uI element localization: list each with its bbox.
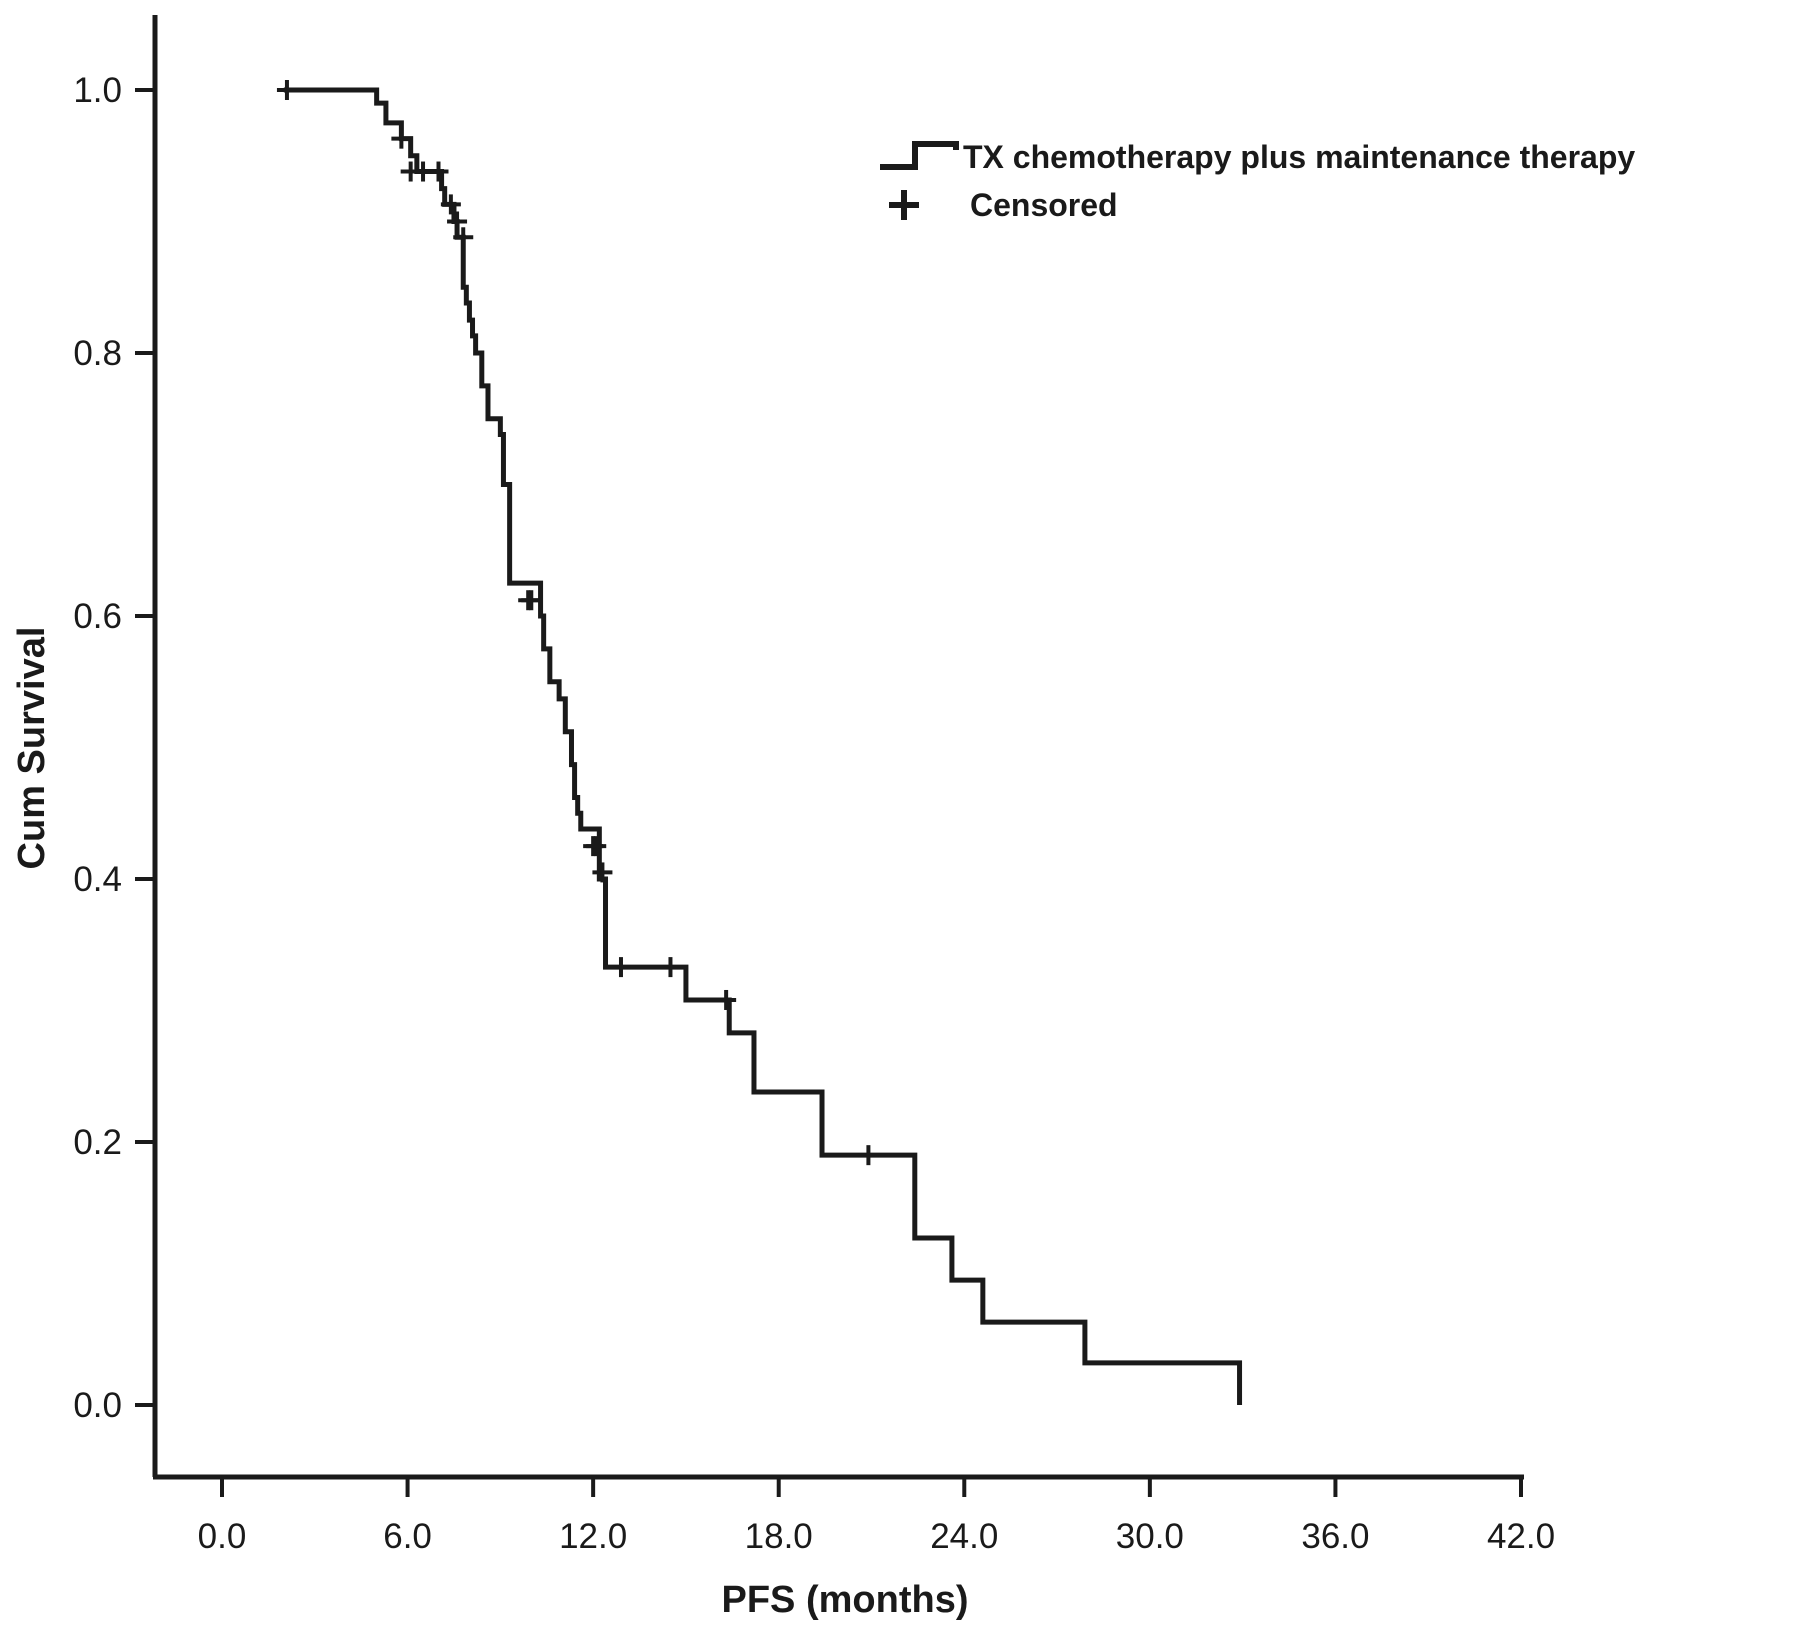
censor-mark <box>428 161 449 182</box>
y-tick-label: 0.2 <box>73 1123 122 1162</box>
censor-mark <box>716 989 737 1010</box>
x-tick-label: 30.0 <box>1116 1517 1184 1556</box>
censor-mark <box>858 1145 879 1166</box>
censor-mark <box>440 194 461 215</box>
censor-mark <box>586 836 607 857</box>
legend-censored-label: Censored <box>970 187 1118 223</box>
x-axis-ticks: 0.0 6.0 12.0 18.0 24.0 30.0 36.0 42.0 <box>198 1477 1555 1556</box>
y-tick-label: 0.4 <box>73 860 122 899</box>
censor-mark <box>660 957 681 978</box>
axes <box>152 15 1524 1480</box>
censor-mark <box>453 227 474 248</box>
censor-mark <box>276 80 297 100</box>
y-tick-label: 1.0 <box>73 71 122 110</box>
censored-marks <box>276 80 879 1166</box>
x-tick-label: 0.0 <box>198 1517 247 1556</box>
x-tick-label: 18.0 <box>745 1517 813 1556</box>
survival-series <box>283 87 1243 1405</box>
legend-series-label: TX chemotherapy plus maintenance therapy <box>963 139 1635 175</box>
survival-step-line <box>283 87 1243 1405</box>
legend-censored-swatch <box>889 190 919 220</box>
y-axis-ticks: 0.0 0.2 0.4 0.6 0.8 1.0 <box>73 71 155 1425</box>
censor-mark <box>447 211 468 232</box>
censor-mark <box>521 590 542 611</box>
legend-series-swatch <box>880 141 959 170</box>
censor-mark <box>610 957 631 978</box>
x-axis-title: PFS (months) <box>722 1579 969 1621</box>
x-tick-label: 12.0 <box>559 1517 627 1556</box>
y-axis-title: Cum Survival <box>11 627 53 870</box>
x-tick-label: 36.0 <box>1301 1517 1369 1556</box>
x-tick-label: 24.0 <box>930 1517 998 1556</box>
x-tick-label: 42.0 <box>1487 1517 1555 1556</box>
y-tick-label: 0.0 <box>73 1386 122 1425</box>
censor-mark <box>391 128 412 149</box>
censor-mark <box>592 862 613 883</box>
x-tick-label: 6.0 <box>383 1517 432 1556</box>
legend: TX chemotherapy plus maintenance therapy… <box>880 139 1635 223</box>
y-tick-label: 0.8 <box>73 334 122 373</box>
y-tick-label: 0.6 <box>73 597 122 636</box>
